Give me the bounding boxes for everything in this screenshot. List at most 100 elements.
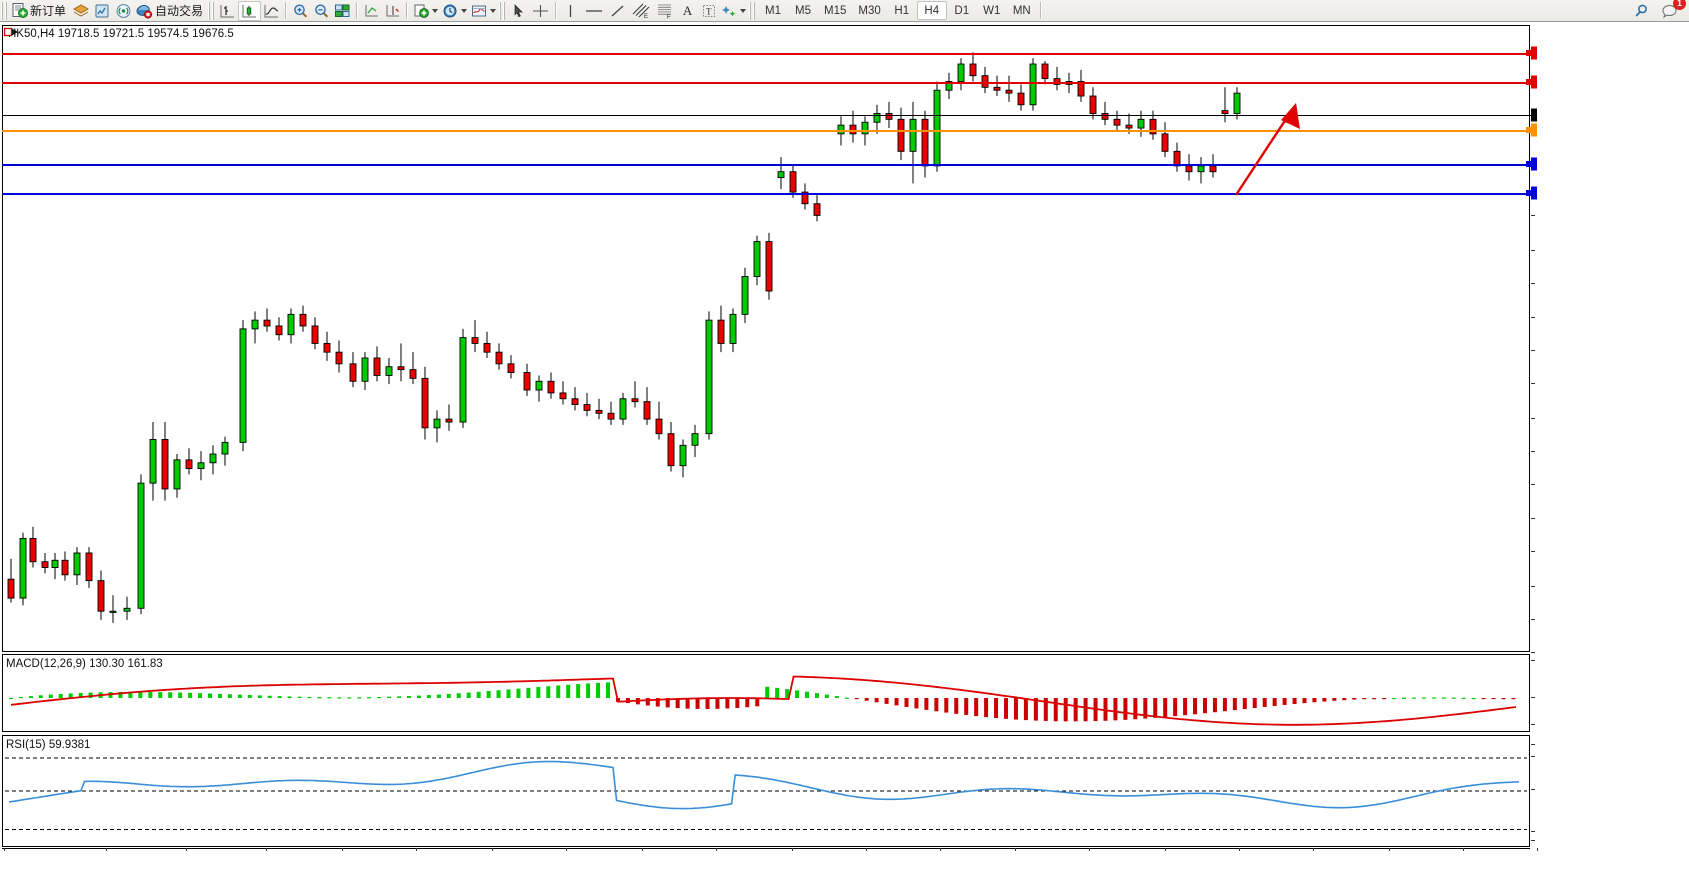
toolbar-grip[interactable] [1,1,8,20]
rsi-axis[interactable] [1531,735,1689,847]
price-panel[interactable] [2,25,1530,652]
macd-axis[interactable] [1531,654,1689,732]
level-chip-last-price [1531,108,1537,122]
candlestick-chart-icon [242,4,257,17]
level-chip-resistance-2 [1531,46,1537,60]
timeframe-m5[interactable]: M5 [795,4,812,17]
market-watch-icon [95,4,109,17]
crosshair-button[interactable] [529,1,552,21]
rsi-plot [5,757,1527,830]
add-indicator-icon [414,4,429,18]
timeframe-w1[interactable]: W1 [983,4,1001,17]
templates-icon [472,5,487,16]
toolbar-grip-4[interactable] [749,1,757,20]
notifications-button[interactable]: 1 [1659,0,1686,21]
cursor-button[interactable] [508,1,529,21]
price-axis[interactable] [1531,25,1689,653]
vertical-line-button[interactable] [560,1,581,21]
period-clock-button[interactable] [440,1,469,21]
timeframe-mn[interactable]: MN [1012,4,1031,17]
signals-icon [116,3,131,18]
svg-text:F: F [667,15,671,20]
text-icon: A [682,2,693,18]
zoom-in-button[interactable] [290,1,311,21]
text-button[interactable]: A [677,1,698,21]
timeframe-d1[interactable]: D1 [954,4,970,17]
chart-title: HK50,H4 19718.5 19721.5 19574.5 19676.5 [8,28,234,40]
svg-text:E: E [644,14,648,19]
indicators-button[interactable] [361,1,382,21]
new-order-button[interactable]: 新订单 [10,1,70,21]
fibonacci-button[interactable]: F [653,1,677,21]
zoom-out-button[interactable] [311,1,332,21]
toolbar-grip-2[interactable] [208,1,216,20]
toolbar-grip-3[interactable] [499,1,507,20]
equidistant-channel-button[interactable]: E [629,1,653,21]
timeframe-group: M1 M5 M15 M30 H1 H4 D1 W1 MN [758,1,1037,20]
period-clock-icon [443,4,457,17]
timeframe-m15[interactable]: M15 [824,4,847,17]
market-watch-button[interactable] [92,1,113,21]
templates-button[interactable] [469,1,498,21]
zoom-out-icon [315,4,329,18]
cursor-icon [514,3,523,17]
new-order-icon [12,3,28,18]
periods-button[interactable] [382,1,403,21]
line-chart-icon [264,4,279,17]
toolbar-separator [285,2,288,19]
horizontal-line-button[interactable] [581,1,607,21]
template-button[interactable] [70,1,92,21]
timeframe-h1[interactable]: H1 [894,4,910,17]
template-icon [73,3,90,17]
chart-area[interactable]: HK50,H4 19718.5 19721.5 19574.5 19676.5 … [0,22,1689,859]
toolbar-separator-5 [1039,2,1042,19]
add-indicator-button[interactable] [411,1,440,21]
chevron-down-icon-4[interactable] [740,8,747,13]
vertical-line-icon [569,4,572,17]
indicators-icon [365,4,379,16]
macd-plot [9,675,1517,726]
rsi-panel[interactable] [2,735,1530,847]
toolbar-right-group: 1 [1631,0,1689,21]
line-chart-button[interactable] [261,1,282,21]
text-label-button[interactable]: T [698,1,719,21]
main-toolbar: 新订单 [0,0,1689,22]
timeframe-h4[interactable]: H4 [916,1,947,20]
timeframe-m30[interactable]: M30 [858,4,881,17]
chevron-down-icon-2[interactable] [461,8,468,13]
toolbar-separator-2 [356,2,359,19]
tile-windows-button[interactable] [332,1,353,21]
signals-button[interactable] [113,1,134,21]
horizontal-line-icon [586,9,603,12]
search-button[interactable] [1631,1,1652,21]
svg-text:T: T [706,6,712,16]
timeframe-m1[interactable]: M1 [765,4,782,17]
trendline-icon [611,5,624,16]
equidistant-channel-icon: E [632,3,650,19]
bar-chart-icon [220,4,235,17]
macd-panel[interactable] [2,654,1530,732]
periods-icon [386,4,400,16]
candlestick-chart-button[interactable] [238,0,262,21]
zoom-in-icon [294,4,308,18]
time-axis[interactable] [2,848,1538,869]
level-chip-support-1 [1531,157,1537,171]
macd-label: MACD(12,26,9) 130.30 161.83 [6,658,163,670]
text-label-icon: T [702,4,715,17]
rsi-label: RSI(15) 59.9381 [6,739,91,751]
trendline-button[interactable] [607,1,629,21]
level-chip-resistance-1 [1531,75,1537,89]
fibonacci-icon: F [658,4,672,20]
chevron-down-icon-3[interactable] [490,8,497,13]
objects-button[interactable] [719,1,748,21]
autotrading-icon [136,4,153,19]
chevron-down-icon[interactable] [432,8,439,13]
bar-chart-button[interactable] [217,1,238,21]
level-chip-support-2 [1531,186,1537,200]
auto-trading-button[interactable]: 自动交易 [134,1,207,21]
auto-trading-label: 自动交易 [155,4,204,18]
crosshair-icon [533,4,549,17]
price-candles [7,52,1241,623]
search-icon [1635,4,1647,17]
